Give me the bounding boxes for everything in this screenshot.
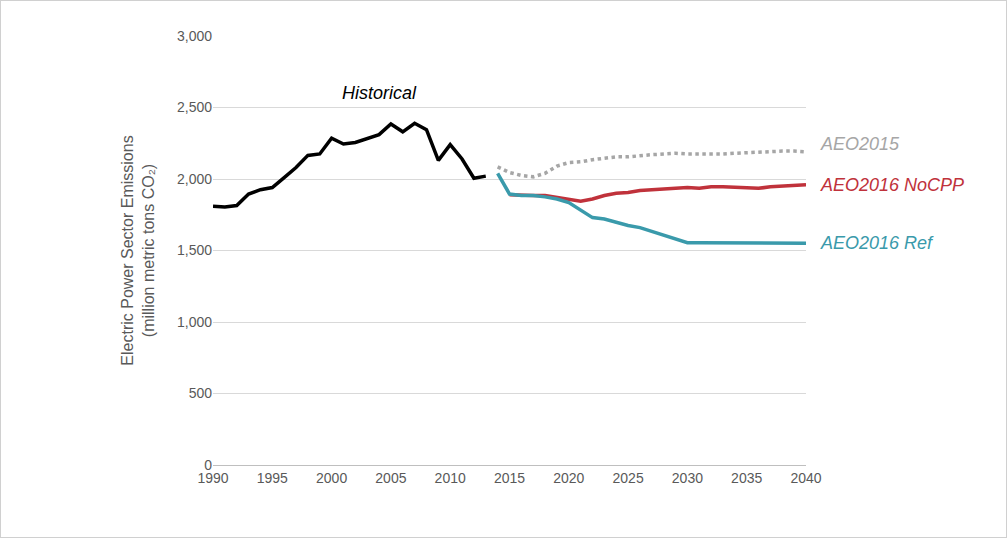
svg-text:Electric Power Sector Emission: Electric Power Sector Emissions(million … xyxy=(119,135,157,365)
svg-text:1990: 1990 xyxy=(197,470,228,486)
svg-text:2040: 2040 xyxy=(790,470,821,486)
svg-text:AEO2016 Ref: AEO2016 Ref xyxy=(820,233,934,253)
svg-text:1995: 1995 xyxy=(257,470,288,486)
svg-text:2010: 2010 xyxy=(435,470,466,486)
svg-text:500: 500 xyxy=(189,385,213,401)
svg-text:0: 0 xyxy=(204,457,212,473)
svg-text:2015: 2015 xyxy=(494,470,525,486)
svg-text:2025: 2025 xyxy=(613,470,644,486)
svg-text:AEO2016 NoCPP: AEO2016 NoCPP xyxy=(820,175,964,195)
svg-text:2005: 2005 xyxy=(375,470,406,486)
svg-text:1,000: 1,000 xyxy=(177,314,212,330)
svg-text:2030: 2030 xyxy=(672,470,703,486)
svg-text:Historical: Historical xyxy=(342,83,417,103)
svg-text:3,000: 3,000 xyxy=(177,28,212,44)
svg-text:AEO2015: AEO2015 xyxy=(820,134,900,154)
svg-text:2020: 2020 xyxy=(553,470,584,486)
svg-text:2000: 2000 xyxy=(316,470,347,486)
svg-text:2,000: 2,000 xyxy=(177,171,212,187)
svg-text:2035: 2035 xyxy=(731,470,762,486)
svg-text:2,500: 2,500 xyxy=(177,99,212,115)
svg-text:1,500: 1,500 xyxy=(177,242,212,258)
